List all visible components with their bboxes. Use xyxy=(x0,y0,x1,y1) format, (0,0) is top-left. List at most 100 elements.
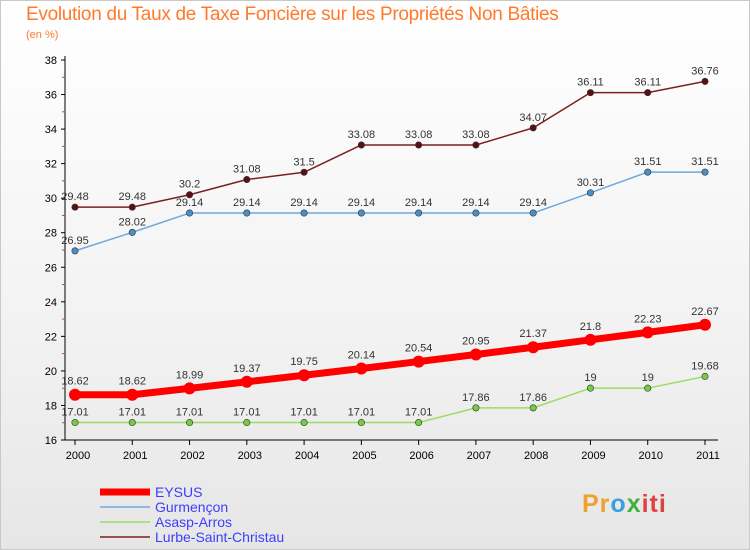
data-point xyxy=(701,372,709,380)
y-tick-label: 30 xyxy=(45,193,57,205)
data-label: 26.95 xyxy=(61,235,89,247)
data-label: 31.08 xyxy=(233,164,261,176)
data-point xyxy=(701,168,709,176)
data-point xyxy=(472,209,480,217)
data-point xyxy=(186,209,194,217)
data-label: 29.48 xyxy=(61,191,89,203)
data-label: 30.31 xyxy=(577,177,605,189)
x-tick-label: 2003 xyxy=(238,450,262,462)
y-tick-label: 18 xyxy=(45,400,57,412)
y-tick-label: 26 xyxy=(45,262,57,274)
data-label: 21.37 xyxy=(519,328,547,340)
data-point xyxy=(126,388,139,401)
data-label: 19.68 xyxy=(691,360,719,372)
x-tick-label: 2004 xyxy=(295,450,319,462)
data-point xyxy=(243,419,251,427)
data-point xyxy=(472,404,480,412)
data-label: 36.76 xyxy=(691,65,719,77)
data-point xyxy=(71,203,79,211)
data-label: 20.54 xyxy=(405,343,433,355)
x-tick-label: 2000 xyxy=(66,450,90,462)
data-label: 31.51 xyxy=(634,156,662,168)
data-point xyxy=(69,388,81,401)
chart-title: Evolution du Taux de Taxe Foncière sur l… xyxy=(26,4,559,25)
data-point xyxy=(186,191,194,199)
data-point xyxy=(586,89,594,97)
series-line xyxy=(75,80,706,208)
x-tick-label: 2006 xyxy=(409,450,433,462)
data-label: 29.14 xyxy=(462,197,490,209)
data-label: 21.8 xyxy=(580,321,601,333)
data-label: 19 xyxy=(642,372,654,384)
logo-part: iti xyxy=(641,490,667,518)
x-tick-label: 2011 xyxy=(696,450,720,462)
data-label: 22.67 xyxy=(691,306,719,318)
data-label: 17.86 xyxy=(519,392,547,404)
data-point xyxy=(412,355,425,368)
x-tick-label: 2007 xyxy=(467,450,491,462)
data-label: 36.11 xyxy=(577,77,604,89)
logo-part: Pr xyxy=(582,490,611,518)
data-label: 31.5 xyxy=(293,156,314,168)
data-label: 20.95 xyxy=(462,336,490,348)
data-point xyxy=(527,341,540,354)
data-label: 34.07 xyxy=(519,112,547,124)
data-point xyxy=(186,419,194,427)
data-label: 29.14 xyxy=(519,197,547,209)
data-label: 29.14 xyxy=(405,197,433,209)
data-point xyxy=(128,419,136,427)
data-label: 30.2 xyxy=(179,179,200,191)
logo-part: x xyxy=(626,490,642,518)
y-tick-label: 24 xyxy=(45,297,57,309)
data-point xyxy=(415,141,423,149)
x-tick-label: 2002 xyxy=(180,450,204,462)
y-tick-label: 20 xyxy=(45,366,57,378)
x-tick-label: 2010 xyxy=(638,450,662,462)
legend-label: Asasp-Arros xyxy=(155,514,232,530)
data-point xyxy=(584,333,597,346)
data-point xyxy=(701,77,709,85)
data-point xyxy=(415,209,423,217)
data-label: 29.14 xyxy=(233,197,261,209)
proxiti-logo: Proxiti xyxy=(582,490,667,519)
y-tick-label: 38 xyxy=(45,55,57,67)
data-point xyxy=(71,419,79,427)
x-tick-label: 2005 xyxy=(352,450,376,462)
data-point xyxy=(644,168,652,176)
data-label: 22.23 xyxy=(634,313,662,325)
data-label: 18.62 xyxy=(119,376,147,388)
data-label: 29.14 xyxy=(290,197,318,209)
data-label: 31.51 xyxy=(691,156,719,168)
data-point xyxy=(644,384,652,392)
data-label: 19.37 xyxy=(233,363,261,375)
y-tick-label: 22 xyxy=(45,331,57,343)
data-label: 36.11 xyxy=(634,77,661,89)
data-label: 17.01 xyxy=(290,407,318,419)
data-label: 20.14 xyxy=(348,349,376,361)
x-tick-label: 2008 xyxy=(524,450,548,462)
data-point xyxy=(644,89,652,97)
data-label: 17.01 xyxy=(405,407,433,419)
data-point xyxy=(529,124,537,132)
data-point xyxy=(243,176,251,184)
data-point xyxy=(357,419,365,427)
data-label: 17.01 xyxy=(176,407,204,419)
y-tick-label: 34 xyxy=(45,124,57,136)
data-point xyxy=(355,362,368,375)
legend-label: Lurbe-Saint-Christau xyxy=(155,529,284,545)
data-point xyxy=(641,326,654,339)
data-point xyxy=(183,382,196,395)
x-tick-label: 2001 xyxy=(123,450,147,462)
data-label: 18.99 xyxy=(176,369,204,381)
data-point xyxy=(298,369,311,382)
series-line xyxy=(75,321,706,399)
data-label: 19.75 xyxy=(290,356,318,368)
data-label: 17.01 xyxy=(348,407,376,419)
data-label: 33.08 xyxy=(405,129,433,141)
data-label: 29.48 xyxy=(119,191,147,203)
data-point xyxy=(529,209,537,217)
data-label: 17.01 xyxy=(61,407,89,419)
data-point xyxy=(586,189,594,197)
